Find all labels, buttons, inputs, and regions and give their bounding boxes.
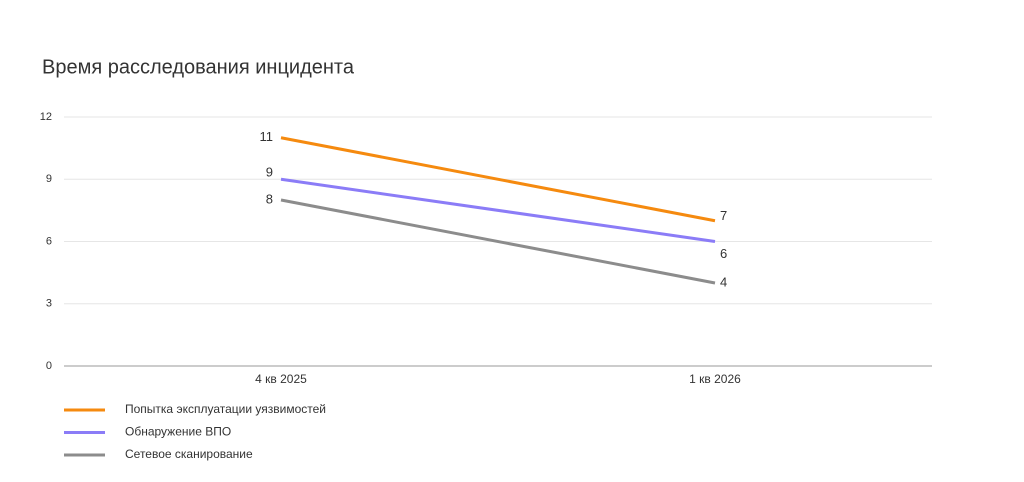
chart-title: Время расследования инцидента (42, 56, 355, 78)
line-series (280, 198, 716, 285)
legend-label: Обнаружение ВПО (125, 425, 231, 439)
legend-label: Сетевое сканирование (125, 447, 253, 461)
legend-label: Попытка эксплуатации уязвимостей (125, 402, 326, 416)
line-series (280, 177, 716, 243)
y-tick-label: 9 (46, 173, 52, 185)
y-tick-label: 6 (46, 235, 52, 247)
y-tick-label: 3 (46, 298, 52, 310)
line-series (280, 136, 716, 223)
data-label: 9 (266, 165, 273, 180)
data-label: 8 (266, 191, 273, 206)
data-label: 7 (720, 208, 727, 223)
x-tick-label: 1 кв 2026 (689, 372, 741, 386)
y-tick-label: 0 (46, 360, 52, 372)
y-tick-label: 12 (40, 111, 52, 123)
data-label: 4 (720, 274, 727, 289)
data-label: 11 (260, 129, 274, 144)
x-tick-label: 4 кв 2025 (255, 372, 307, 386)
data-label: 6 (720, 246, 727, 261)
